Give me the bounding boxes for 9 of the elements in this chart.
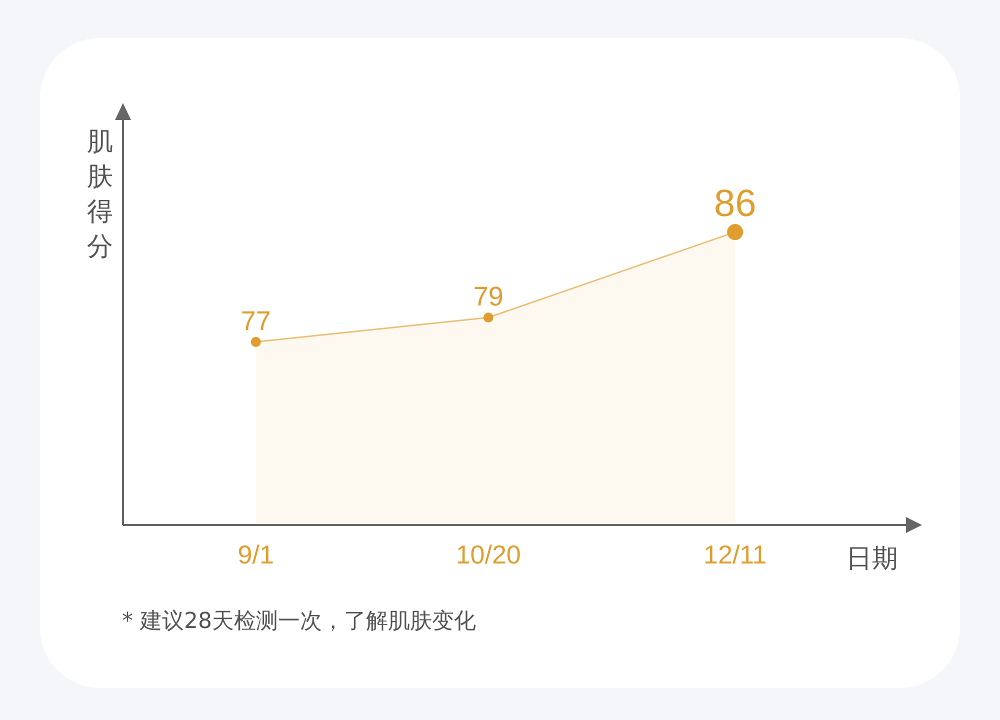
x-tick-label: 10/20 xyxy=(456,539,521,570)
data-label: 77 xyxy=(240,306,271,336)
x-axis-title: 日期 xyxy=(846,544,898,574)
x-tick-label: 9/1 xyxy=(238,539,274,570)
text: * 建议28天检测一次，了解肌肤变化 xyxy=(122,609,476,634)
x-tick-label: 12/11 xyxy=(704,539,767,570)
data-label: 86 xyxy=(714,183,756,226)
data-label: 79 xyxy=(473,282,504,312)
y-axis-title: 肌肤得分 xyxy=(87,127,113,262)
